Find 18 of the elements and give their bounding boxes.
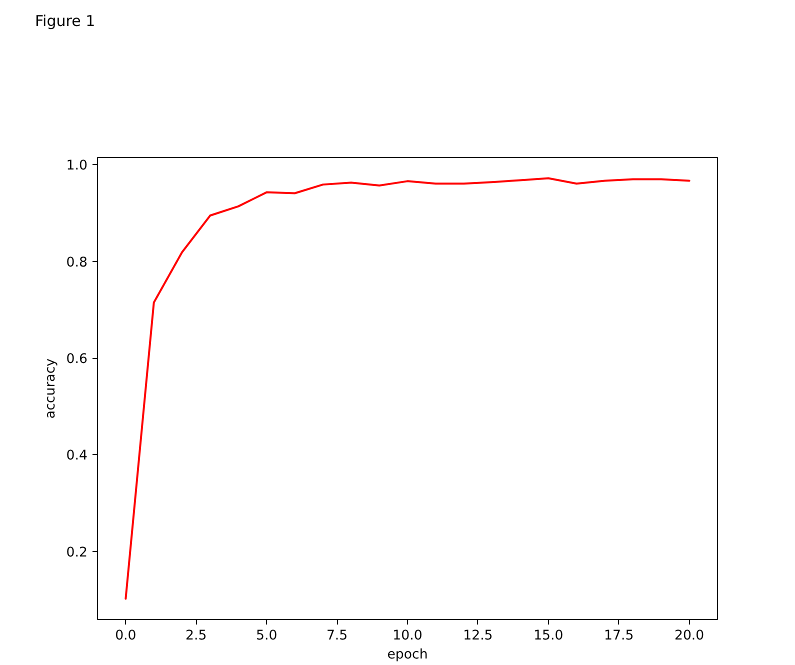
y-tick-label: 0.6: [66, 352, 88, 368]
y-axis-title: accuracy: [43, 358, 58, 419]
x-tick-label: 5.0: [256, 628, 278, 644]
x-tick-label: 10.0: [392, 628, 422, 644]
x-axis-title: epoch: [387, 648, 428, 662]
x-tick-label: 7.5: [326, 628, 348, 644]
y-tick-label: 0.8: [66, 255, 88, 270]
y-tick-label: 0.4: [66, 448, 88, 464]
y-tick-label: 0.2: [66, 545, 88, 560]
x-tick-label: 15.0: [534, 628, 564, 644]
x-tick-label: 12.5: [463, 628, 493, 644]
x-tick-label: 20.0: [674, 628, 704, 644]
x-tick-label: 17.5: [604, 628, 634, 644]
x-tick-label: 0.0: [115, 628, 136, 644]
line-series: [124, 177, 690, 600]
caption: Figure 1: [35, 11, 96, 32]
x-tick-label: 2.5: [186, 628, 207, 644]
y-tick-label: 1.0: [66, 158, 88, 174]
